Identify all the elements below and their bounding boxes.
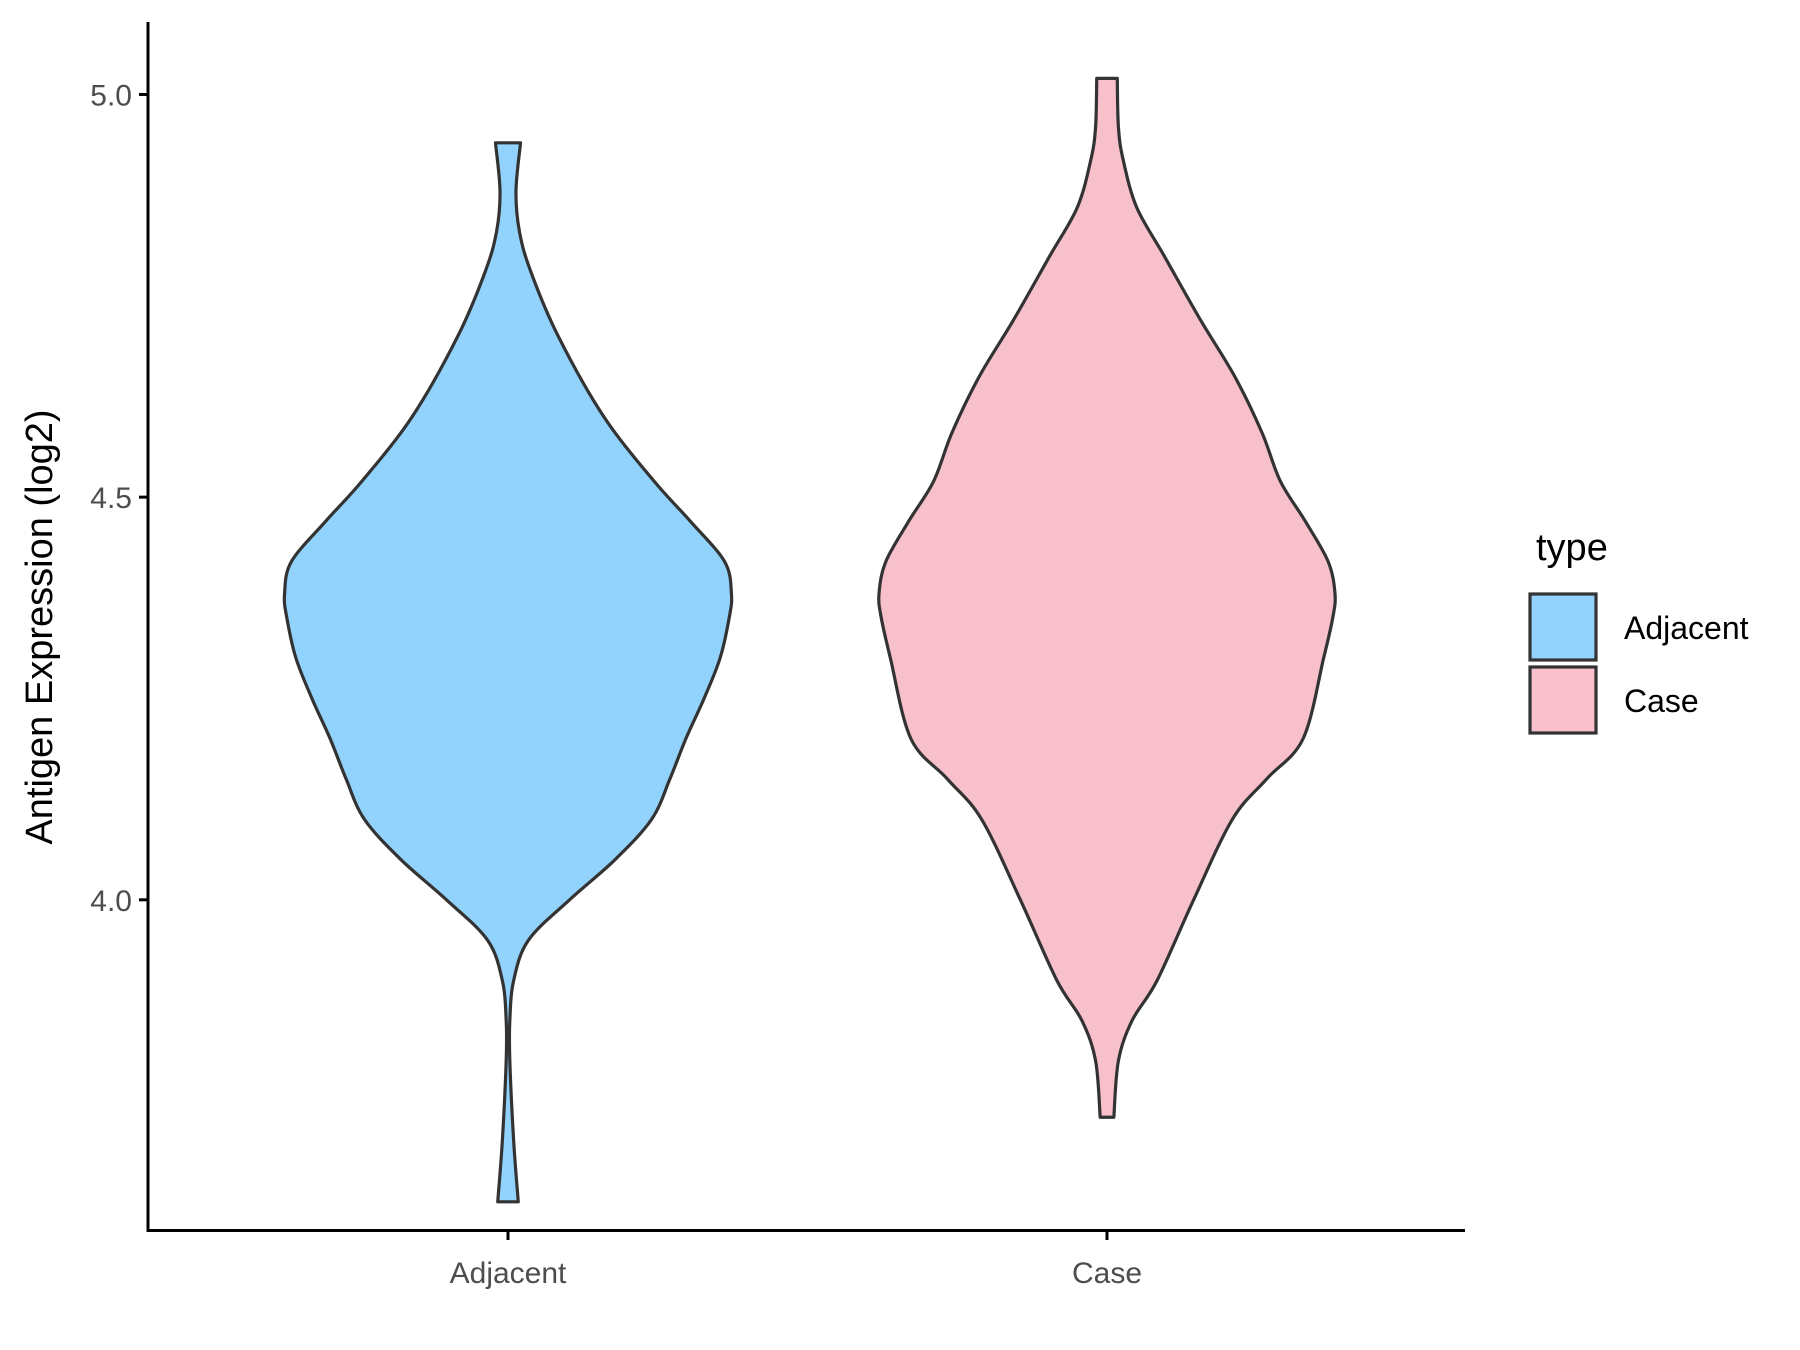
legend: type Adjacent Case xyxy=(1528,527,1749,735)
y-ticks: 4.0 4.5 5.0 xyxy=(90,79,148,918)
y-tick-label: 4.5 xyxy=(90,482,132,515)
legend-title: type xyxy=(1536,527,1608,569)
axes-layer xyxy=(146,22,1465,1232)
x-tick-label: Case xyxy=(1072,1257,1142,1290)
y-axis-title: Antigen Expression (log2) xyxy=(19,409,61,844)
legend-swatch-case xyxy=(1528,665,1598,735)
legend-label-adjacent: Adjacent xyxy=(1624,610,1749,646)
violin-adjacent xyxy=(282,141,734,1204)
legend-swatch-adjacent xyxy=(1528,592,1598,662)
violin-layer xyxy=(282,76,1337,1204)
x-tick-label: Adjacent xyxy=(450,1257,567,1290)
legend-items: Adjacent Case xyxy=(1528,592,1749,735)
y-tick-label: 5.0 xyxy=(90,79,132,112)
legend-label-case: Case xyxy=(1624,683,1699,719)
x-ticks: Adjacent Case xyxy=(450,1230,1142,1290)
violin-case xyxy=(877,76,1337,1119)
y-tick-label: 4.0 xyxy=(90,885,132,918)
